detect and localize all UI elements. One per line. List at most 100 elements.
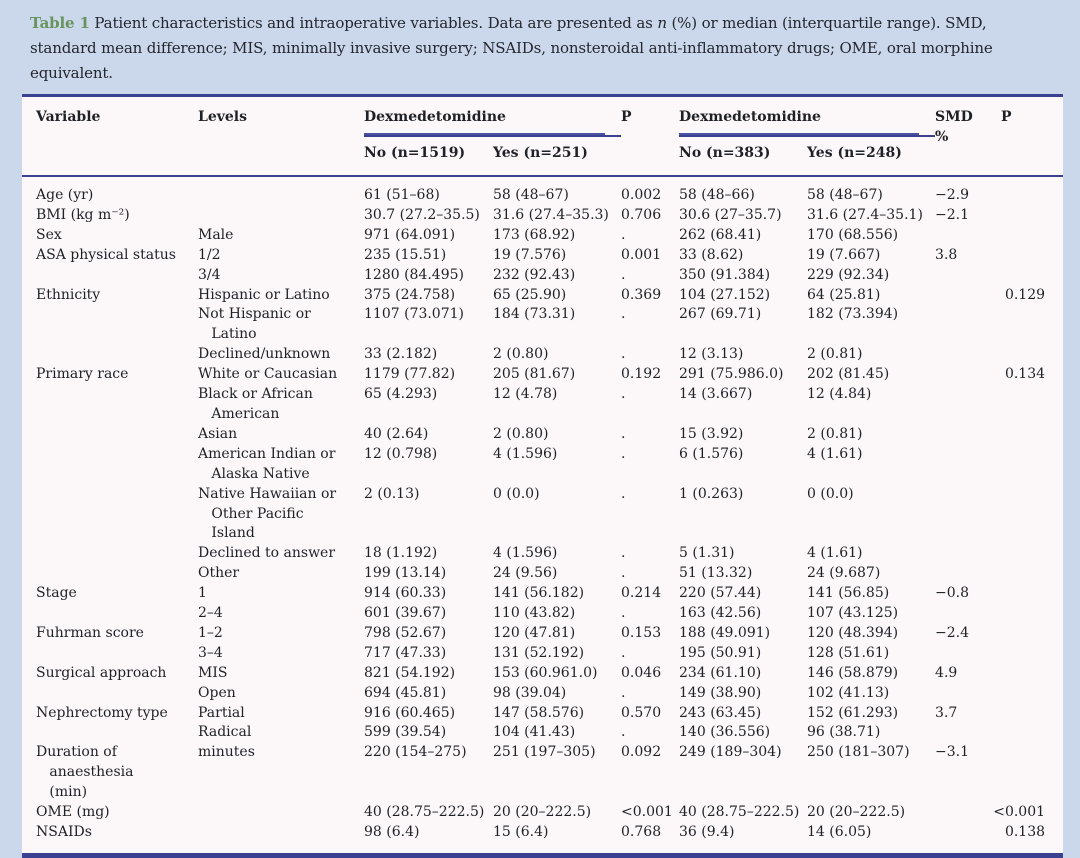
cell-yes1: 98 (39.04) xyxy=(493,684,567,701)
cell-yes1: 2 (0.80) xyxy=(493,346,549,363)
cell-p1: . xyxy=(621,306,626,323)
cell-yes2: 2 (0.81) xyxy=(807,346,863,363)
table-row: Nephrectomy type Partial 916 (60.465) 147 (… xyxy=(22,704,1063,724)
cell-no1: 65 (4.293) xyxy=(364,386,438,403)
cell-levels: Asian xyxy=(198,425,238,442)
cell-levels: Declined/unknown xyxy=(198,346,331,363)
cell-levels: Other xyxy=(198,565,240,582)
table-row: Stage 1 914 (60.33) 141 (56.182) 0.214 220 (5… xyxy=(22,584,1063,604)
table-row: Age (yr) 61 (51–68) 58 (48–67) 0.002 58 (48–… xyxy=(22,176,1063,206)
header-row-groups: Variable Levels Dexmedetomidine P Dexmed… xyxy=(22,95,1064,177)
cell-p2 xyxy=(989,345,1063,365)
cell-no2: 249 (189–304) xyxy=(679,744,782,761)
cell-smd xyxy=(935,644,989,664)
col-header-group2: Dexmedetomidine xyxy=(679,95,936,137)
cell-smd xyxy=(935,425,989,445)
cell-levels: Not Hispanic or Latino xyxy=(198,306,311,343)
header-row-subcolumns: No (n=1519) Yes (n=251) No (n=383) Yes (… xyxy=(22,136,1063,177)
cell-variable xyxy=(22,425,198,445)
cell-no1: 30.7 (27.2–35.5) xyxy=(364,206,480,223)
cell-yes1: 0 (0.0) xyxy=(493,485,540,502)
cell-yes1: 147 (58.576) xyxy=(493,704,585,721)
cell-yes2: 96 (38.71) xyxy=(807,724,881,741)
cell-no2: 243 (63.45) xyxy=(679,704,762,721)
cell-levels: Open xyxy=(198,684,236,701)
cell-yes1: 104 (41.43) xyxy=(493,724,576,741)
cell-no1: 916 (60.465) xyxy=(364,704,456,721)
cell-no2: 51 (13.32) xyxy=(679,565,753,582)
cell-yes1: 232 (92.43) xyxy=(493,266,576,283)
table-caption: Table 1 Patient characteristics and intr… xyxy=(0,0,1080,86)
cell-levels: 1–2 xyxy=(198,624,223,641)
cell-variable xyxy=(22,684,198,704)
cell-no2: 291 (75.986.0) xyxy=(679,366,784,383)
caption-label: Table 1 xyxy=(30,14,90,32)
table-row: Primary race White or Caucasian 1179 (77.8… xyxy=(22,365,1063,385)
cell-smd: −2.9 xyxy=(935,187,970,203)
cell-p1: 0.214 xyxy=(621,585,662,602)
cell-levels: American Indian or Alaska Native xyxy=(198,445,336,482)
cell-p1: . xyxy=(621,226,626,243)
cell-p1: 0.092 xyxy=(621,744,662,761)
cell-p2 xyxy=(989,246,1063,266)
cell-yes2: 12 (4.84) xyxy=(807,386,872,403)
cell-levels xyxy=(198,176,364,206)
cell-smd xyxy=(935,564,989,584)
cell-yes1: 184 (73.31) xyxy=(493,306,576,323)
cell-p1: . xyxy=(621,266,626,283)
cell-levels xyxy=(198,823,364,855)
cell-smd: 4.9 xyxy=(935,664,958,681)
cell-p2 xyxy=(989,644,1063,664)
cell-no1: 2 (0.13) xyxy=(364,485,420,502)
cell-p1: 0.706 xyxy=(621,206,662,223)
cell-yes2: 58 (48–67) xyxy=(807,187,883,203)
cell-variable: OME (mg) xyxy=(36,804,110,821)
cell-variable: Primary race xyxy=(36,366,129,383)
cell-yes1: 120 (47.81) xyxy=(493,624,576,641)
cell-yes2: 2 (0.81) xyxy=(807,425,863,442)
cell-yes2: 64 (25.81) xyxy=(807,286,881,303)
cell-p2 xyxy=(989,385,1063,425)
cell-variable xyxy=(22,644,198,664)
table-row: Ethnicity Hispanic or Latino 375 (24.758) 6… xyxy=(22,286,1063,306)
cell-no2: 140 (36.556) xyxy=(679,724,771,741)
cell-variable: ASA physical status xyxy=(36,246,176,263)
table-row: Not Hispanic or Latino 1107 (73.071) 184 (… xyxy=(22,305,1063,345)
cell-yes1: 110 (43.82) xyxy=(493,605,576,622)
cell-yes2: 4 (1.61) xyxy=(807,445,863,462)
cell-p2 xyxy=(989,485,1063,545)
cell-levels: Hispanic or Latino xyxy=(198,286,330,303)
cell-no1: 12 (0.798) xyxy=(364,445,438,462)
table-row: BMI (kg m⁻²) 30.7 (27.2–35.5) 31.6 (27.4–3… xyxy=(22,206,1063,226)
cell-no2: 14 (3.667) xyxy=(679,386,753,403)
cell-p2 xyxy=(989,584,1063,604)
cell-yes1: 24 (9.56) xyxy=(493,565,558,582)
cell-smd xyxy=(935,803,989,823)
cell-yes2: 229 (92.34) xyxy=(807,266,890,283)
cell-variable: Nephrectomy type xyxy=(36,704,168,721)
table-row: Other 199 (13.14) 24 (9.56). 51 (13.32) 24 (… xyxy=(22,564,1063,584)
cell-yes2: 19 (7.667) xyxy=(807,246,881,263)
cell-levels: 2–4 xyxy=(198,605,223,622)
cell-p2 xyxy=(989,425,1063,445)
cell-no2: 163 (42.56) xyxy=(679,605,762,622)
cell-variable: Surgical approach xyxy=(36,664,167,681)
cell-yes2: 120 (48.394) xyxy=(807,624,899,641)
cell-p2: 0.138 xyxy=(1004,824,1046,840)
cell-p1: 0.369 xyxy=(621,286,662,303)
table-row: Asian 40 (2.64) 2 (0.80). 15 (3.92) 2 (0.81) xyxy=(22,425,1063,445)
cell-yes1: 173 (68.92) xyxy=(493,226,576,243)
cell-yes2: 102 (41.13) xyxy=(807,684,890,701)
cell-no2: 33 (8.62) xyxy=(679,246,744,263)
cell-yes2: 0 (0.0) xyxy=(807,485,854,502)
table-row: OME (mg) 40 (28.75–222.5) 20 (20–222.5) <0.… xyxy=(22,803,1063,823)
cell-p1: . xyxy=(621,386,626,403)
cell-p2 xyxy=(989,743,1063,803)
cell-variable xyxy=(22,445,198,485)
cell-no2: 267 (69.71) xyxy=(679,306,762,323)
cell-p2 xyxy=(989,664,1063,684)
cell-no2: 6 (1.576) xyxy=(679,445,744,462)
cell-p2 xyxy=(989,564,1063,584)
cell-yes2: 4 (1.61) xyxy=(807,545,863,562)
cell-no2: 149 (38.90) xyxy=(679,684,762,701)
